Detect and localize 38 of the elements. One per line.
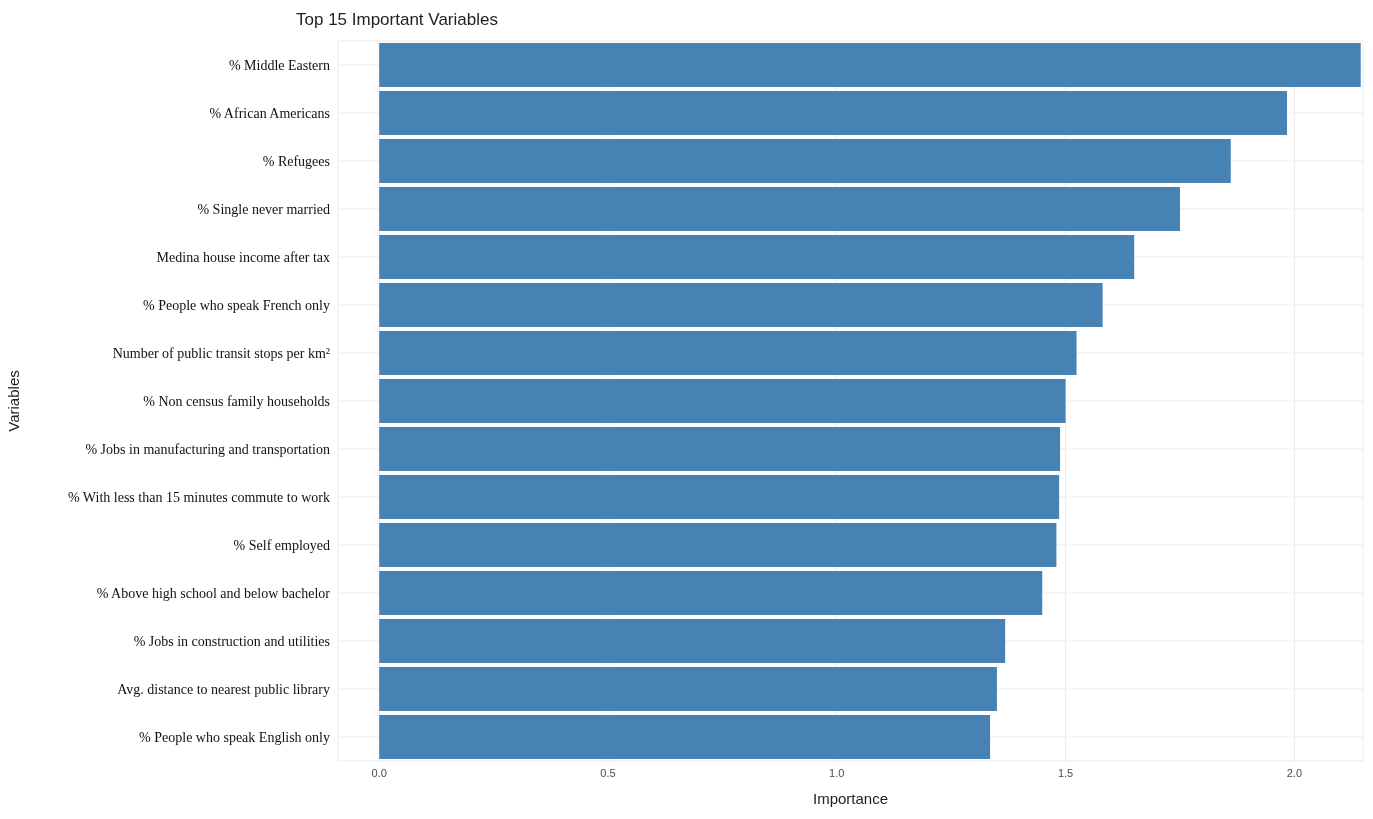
y-tick-label: % Non census family households <box>143 393 330 409</box>
y-axis-title: Variables <box>5 370 23 432</box>
bar <box>379 666 997 711</box>
y-tick-label: % Middle Eastern <box>228 57 330 73</box>
bar <box>379 474 1060 519</box>
bar <box>379 186 1180 231</box>
x-tick-label: 2.0 <box>1286 766 1303 779</box>
y-tick-label: % African Americans <box>209 105 330 121</box>
y-tick-label: % Refugees <box>262 153 330 169</box>
y-tick-label: % Single never married <box>197 201 330 217</box>
bar <box>379 570 1043 615</box>
bar <box>379 282 1103 327</box>
y-tick-label: % Above high school and below bachelor <box>96 585 331 601</box>
bar <box>379 234 1135 279</box>
y-tick-label: Number of public transit stops per km² <box>112 345 330 361</box>
y-tick-label: % Self employed <box>233 537 330 553</box>
x-tick-label: 0.5 <box>600 766 616 779</box>
bar <box>379 714 991 759</box>
y-tick-label: % Jobs in manufacturing and transportation <box>85 441 330 457</box>
bar <box>379 90 1288 135</box>
y-tick-label: % People who speak French only <box>142 297 330 313</box>
y-tick-label: Avg. distance to nearest public library <box>117 681 330 697</box>
bar <box>379 42 1361 87</box>
x-tick-label: 1.5 <box>1057 766 1074 779</box>
chart-title: Top 15 Important Variables <box>296 10 498 30</box>
y-tick-label: Medina house income after tax <box>156 249 330 265</box>
x-axis-title: Importance <box>812 790 889 807</box>
x-tick-label: 1.0 <box>829 766 845 779</box>
bar <box>379 138 1231 183</box>
bar <box>379 522 1057 567</box>
bar <box>379 618 1006 663</box>
y-tick-label: % Jobs in construction and utilities <box>133 633 330 649</box>
y-tick-label: % People who speak English only <box>139 729 330 745</box>
bar <box>379 330 1077 375</box>
x-tick-label: 0.0 <box>371 766 387 779</box>
bar <box>379 426 1061 471</box>
y-tick-label: % With less than 15 minutes commute to work <box>67 489 330 505</box>
bar <box>379 378 1066 423</box>
